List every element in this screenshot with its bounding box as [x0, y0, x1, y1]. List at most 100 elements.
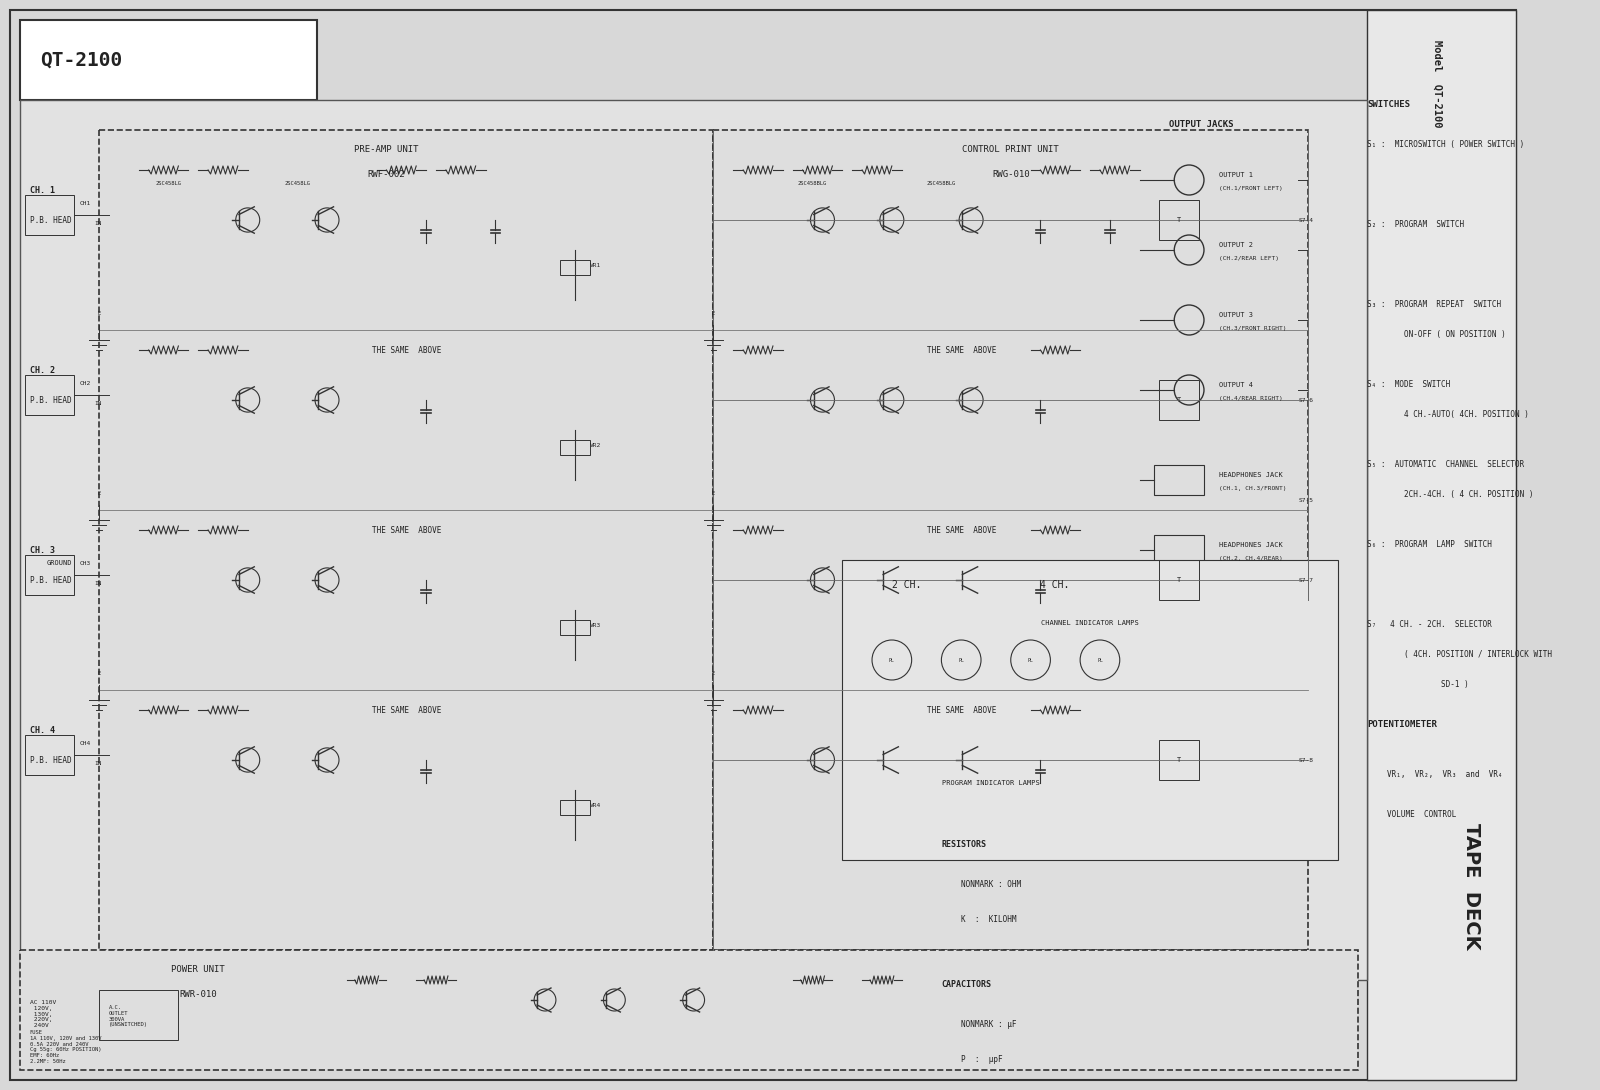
- Bar: [560, 620, 590, 635]
- Text: K  :  KILOHM: K : KILOHM: [962, 915, 1016, 924]
- Bar: [1155, 535, 1203, 565]
- Text: THE SAME  ABOVE: THE SAME ABOVE: [371, 525, 442, 534]
- Text: TAPE  DECK: TAPE DECK: [1462, 823, 1482, 950]
- Text: PROGRAM INDICATOR LAMPS: PROGRAM INDICATOR LAMPS: [942, 780, 1040, 786]
- Text: POWER UNIT: POWER UNIT: [171, 965, 226, 974]
- Bar: [1368, 10, 1517, 1080]
- Text: NONMARK : μF: NONMARK : μF: [962, 1020, 1016, 1029]
- Text: 4 CH.-AUTO( 4CH. POSITION ): 4 CH.-AUTO( 4CH. POSITION ): [1368, 410, 1530, 419]
- Text: CH4: CH4: [80, 741, 91, 746]
- Text: PL: PL: [958, 657, 965, 663]
- Text: 2SC458LG: 2SC458LG: [155, 181, 181, 186]
- Bar: [24, 555, 74, 595]
- Text: FUSE
1A 110V, 120V and 130V
0.5A 220V and 240V
Cg 55g: 60Hz POSITION)
EMF: 60Hz
: FUSE 1A 110V, 120V and 130V 0.5A 220V an…: [30, 1030, 101, 1064]
- Text: P.B. HEAD: P.B. HEAD: [30, 576, 72, 584]
- Text: (CH.3/FRONT RIGHT): (CH.3/FRONT RIGHT): [1219, 326, 1286, 330]
- Bar: [24, 195, 74, 235]
- Text: HEADPHONES JACK: HEADPHONES JACK: [1219, 542, 1283, 548]
- Text: VR1: VR1: [590, 263, 602, 268]
- Text: VR2: VR2: [590, 443, 602, 448]
- Text: P.B. HEAD: P.B. HEAD: [30, 216, 72, 225]
- Text: E: E: [712, 311, 715, 316]
- Text: OUTPUT JACKS: OUTPUT JACKS: [1170, 120, 1234, 129]
- Bar: [1160, 199, 1198, 240]
- Text: IN: IN: [94, 401, 102, 405]
- Text: S7-7: S7-7: [1298, 578, 1314, 582]
- Text: SD-1 ): SD-1 ): [1368, 680, 1469, 689]
- Text: THE SAME  ABOVE: THE SAME ABOVE: [371, 346, 442, 354]
- Bar: [1160, 380, 1198, 420]
- Text: Model  QT-2100: Model QT-2100: [1432, 40, 1442, 128]
- Text: T: T: [1178, 397, 1181, 403]
- Text: CH. 1: CH. 1: [30, 185, 54, 194]
- Bar: [1160, 560, 1198, 600]
- Text: E: E: [712, 671, 715, 676]
- Text: HEADPHONES JACK: HEADPHONES JACK: [1219, 472, 1283, 479]
- Text: 2SC458BLG: 2SC458BLG: [798, 181, 827, 186]
- Text: GROUND: GROUND: [46, 560, 72, 566]
- Text: OUTPUT 2: OUTPUT 2: [1219, 242, 1253, 249]
- Text: CHANNEL INDICATOR LAMPS: CHANNEL INDICATOR LAMPS: [1042, 620, 1139, 626]
- Text: S₃ :  PROGRAM  REPEAT  SWITCH: S₃ : PROGRAM REPEAT SWITCH: [1368, 300, 1502, 308]
- Text: E: E: [98, 671, 101, 676]
- Text: OUTPUT 3: OUTPUT 3: [1219, 312, 1253, 318]
- Text: THE SAME  ABOVE: THE SAME ABOVE: [926, 346, 995, 354]
- Text: RWG-010: RWG-010: [992, 170, 1029, 179]
- Text: S₂ :  PROGRAM  SWITCH: S₂ : PROGRAM SWITCH: [1368, 220, 1464, 229]
- Text: 4 CH.: 4 CH.: [1040, 580, 1070, 590]
- Text: PL: PL: [1098, 657, 1102, 663]
- Text: S7-4: S7-4: [1298, 218, 1314, 222]
- Text: T: T: [1178, 217, 1181, 223]
- Text: 2 CH.: 2 CH.: [891, 580, 922, 590]
- Text: IN: IN: [94, 221, 102, 226]
- Text: QT-2100: QT-2100: [40, 50, 122, 70]
- Text: VR3: VR3: [590, 623, 602, 628]
- Text: S₇   4 CH. - 2CH.  SELECTOR: S₇ 4 CH. - 2CH. SELECTOR: [1368, 620, 1493, 629]
- Text: OUTPUT 4: OUTPUT 4: [1219, 382, 1253, 388]
- Text: 2CH.-4CH. ( 4 CH. POSITION ): 2CH.-4CH. ( 4 CH. POSITION ): [1368, 490, 1534, 499]
- Text: S7-8: S7-8: [1298, 758, 1314, 763]
- Text: SWITCHES: SWITCHES: [1368, 100, 1411, 109]
- Text: P.B. HEAD: P.B. HEAD: [30, 755, 72, 764]
- Text: S7-5: S7-5: [1298, 497, 1314, 502]
- Text: VOLUME  CONTROL: VOLUME CONTROL: [1387, 810, 1456, 819]
- Text: S₆ :  PROGRAM  LAMP  SWITCH: S₆ : PROGRAM LAMP SWITCH: [1368, 540, 1493, 549]
- Text: (CH.4/REAR RIGHT): (CH.4/REAR RIGHT): [1219, 396, 1283, 400]
- Text: 2SC458BLG: 2SC458BLG: [926, 181, 957, 186]
- Text: PL: PL: [1027, 657, 1034, 663]
- Text: VR₁,  VR₂,  VR₃  and  VR₄: VR₁, VR₂, VR₃ and VR₄: [1387, 770, 1502, 779]
- Text: THE SAME  ABOVE: THE SAME ABOVE: [371, 705, 442, 715]
- Text: THE SAME  ABOVE: THE SAME ABOVE: [926, 525, 995, 534]
- Text: THE SAME  ABOVE: THE SAME ABOVE: [926, 705, 995, 715]
- Text: ON-OFF ( ON POSITION ): ON-OFF ( ON POSITION ): [1368, 330, 1506, 339]
- Bar: [19, 100, 1368, 980]
- Text: E: E: [712, 490, 715, 496]
- Text: AC 110V
 120V,
 130V,
 220V,
 240V: AC 110V 120V, 130V, 220V, 240V: [30, 1000, 56, 1028]
- Text: RESISTORS: RESISTORS: [941, 840, 986, 849]
- Text: CAPACITORS: CAPACITORS: [941, 980, 992, 989]
- FancyBboxPatch shape: [99, 130, 714, 950]
- Text: T: T: [1178, 756, 1181, 763]
- Text: E: E: [98, 490, 101, 496]
- Text: RWF-002: RWF-002: [368, 170, 405, 179]
- Text: CH. 2: CH. 2: [30, 365, 54, 375]
- Text: P  :  μpF: P : μpF: [962, 1055, 1003, 1064]
- Text: PRE-AMP UNIT: PRE-AMP UNIT: [354, 145, 419, 154]
- Text: CH. 4: CH. 4: [30, 726, 54, 735]
- Bar: [560, 261, 590, 275]
- Text: POTENTIOMETER: POTENTIOMETER: [1368, 720, 1437, 729]
- Bar: [1155, 465, 1203, 495]
- Text: S7-6: S7-6: [1298, 398, 1314, 402]
- Text: PL: PL: [890, 657, 894, 663]
- Text: S₅ :  AUTOMATIC  CHANNEL  SELECTOR: S₅ : AUTOMATIC CHANNEL SELECTOR: [1368, 460, 1525, 469]
- Text: (CH.2, CH.4/REAR): (CH.2, CH.4/REAR): [1219, 556, 1283, 560]
- Text: E: E: [98, 311, 101, 316]
- FancyBboxPatch shape: [714, 130, 1309, 950]
- Bar: [24, 735, 74, 775]
- Bar: [842, 560, 1338, 860]
- Bar: [19, 20, 317, 100]
- Text: NONMARK : OHM: NONMARK : OHM: [962, 880, 1021, 889]
- Text: 2SC458LG: 2SC458LG: [285, 181, 310, 186]
- Text: IN: IN: [94, 761, 102, 766]
- FancyBboxPatch shape: [19, 950, 1357, 1070]
